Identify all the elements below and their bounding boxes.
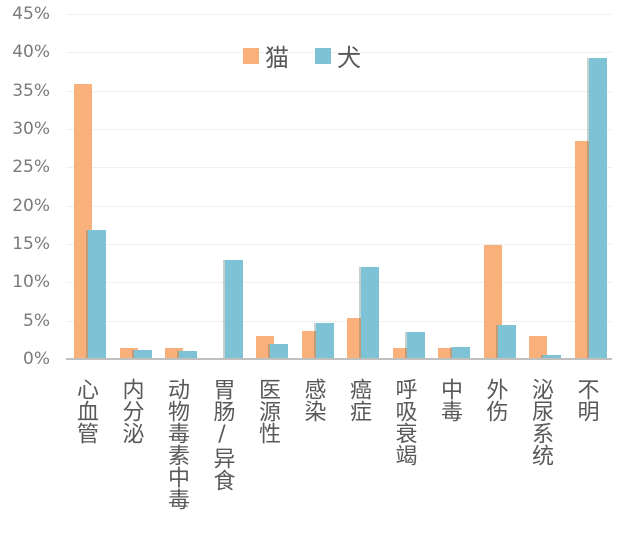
- x-tick-label: 泌尿系统: [528, 378, 553, 466]
- bar-dog: [179, 351, 197, 359]
- y-tick-label: 15%: [12, 234, 50, 254]
- gridline: [66, 282, 612, 283]
- legend-swatch-dog: [315, 47, 331, 64]
- x-tick-label: 中毒: [437, 378, 462, 422]
- bar-cat: [119, 347, 138, 359]
- bar-cat: [483, 244, 502, 359]
- x-tick-label: 感染: [300, 378, 326, 422]
- legend-swatch-cat: [243, 47, 259, 64]
- x-tick-label: 胃肠/异食: [209, 378, 235, 491]
- y-tick-label: 0%: [23, 349, 50, 369]
- y-tick-label: 20%: [12, 195, 50, 216]
- bar-cat: [392, 347, 411, 359]
- legend-label-dog: 犬: [337, 44, 361, 72]
- bar-cat: [347, 318, 365, 359]
- bar-cat: [438, 347, 456, 359]
- x-tick-label: 不明: [573, 378, 599, 422]
- x-tick-label: 心血管: [73, 378, 98, 444]
- bar-dog: [270, 343, 288, 359]
- x-axis-line: [66, 358, 612, 360]
- gridline: [66, 206, 612, 207]
- y-tick-label: 10%: [12, 272, 50, 293]
- bar-cat: [256, 336, 274, 359]
- bar-dog: [497, 324, 516, 359]
- y-tick-label: 45%: [12, 4, 50, 24]
- x-tick-label: 癌症: [346, 378, 371, 422]
- gridline: [66, 321, 612, 322]
- gridline: [66, 91, 612, 92]
- bar-cat: [74, 83, 92, 359]
- bar-dog: [588, 58, 607, 359]
- gridline: [66, 14, 612, 15]
- bar-dog: [452, 346, 470, 359]
- bar-dog: [543, 355, 561, 359]
- bar-dog: [315, 322, 334, 359]
- bar-cat: [574, 141, 593, 359]
- gridline: [66, 129, 612, 130]
- bar-dog: [224, 260, 243, 359]
- legend: 猫 犬: [243, 38, 381, 73]
- gridline: [66, 244, 612, 245]
- bar-dog: [133, 349, 152, 359]
- bar-cat: [529, 336, 547, 359]
- legend-item-dog: 犬: [315, 38, 361, 73]
- y-tick-label: 25%: [12, 157, 50, 178]
- bar-dog: [406, 332, 425, 359]
- y-tick-label: 35%: [12, 80, 50, 101]
- y-tick-label: 30%: [12, 119, 50, 139]
- bar-cat: [301, 330, 320, 359]
- bar-dog: [88, 230, 106, 359]
- gridline: [66, 167, 612, 168]
- legend-label-cat: 猫: [265, 44, 289, 72]
- bar-cat: [165, 347, 183, 359]
- x-tick-label: 动物毒素中毒: [164, 378, 189, 510]
- x-tick-label: 内分泌: [118, 378, 144, 444]
- legend-item-cat: 猫: [243, 38, 289, 73]
- x-tick-label: 外伤: [482, 378, 508, 422]
- bar-dog: [361, 267, 379, 359]
- y-tick-label: 40%: [12, 42, 50, 63]
- x-tick-label: 医源性: [255, 378, 280, 444]
- x-tick-label: 呼吸衰竭: [391, 378, 417, 466]
- y-tick-label: 5%: [23, 310, 50, 331]
- gridline: [66, 52, 612, 53]
